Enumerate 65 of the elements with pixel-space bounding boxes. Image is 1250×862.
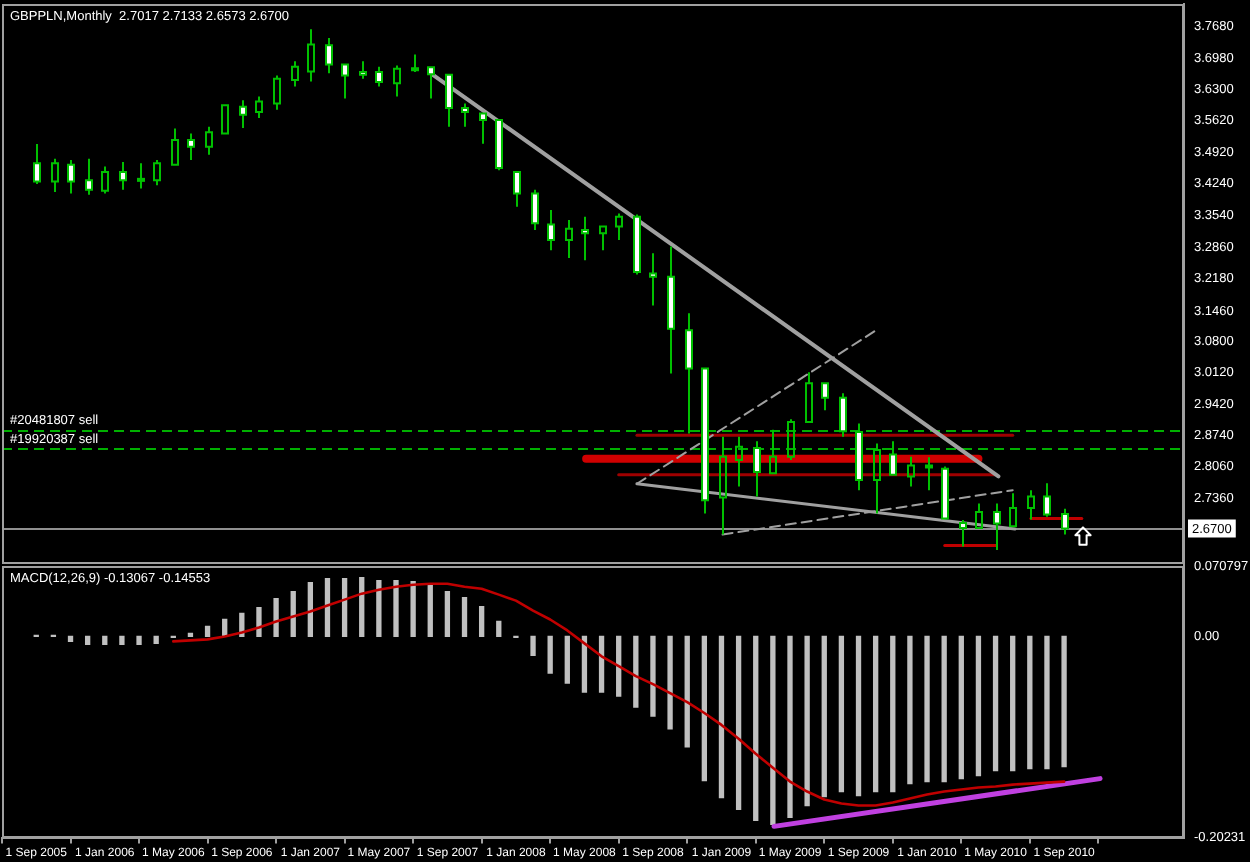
bar (684, 635, 690, 748)
candlestick (925, 456, 933, 492)
bar (787, 635, 793, 819)
bar (1010, 635, 1016, 772)
bar (890, 635, 896, 793)
bar (564, 635, 570, 684)
bar (616, 635, 622, 697)
bar (718, 635, 725, 799)
bar (633, 635, 639, 708)
candlestick (735, 435, 743, 488)
bar (359, 577, 365, 638)
bar (821, 635, 827, 798)
bar (907, 635, 913, 785)
candlestick (291, 60, 299, 88)
candlestick (719, 435, 727, 536)
bar (872, 635, 879, 793)
bar (393, 580, 399, 638)
bar (444, 591, 451, 638)
bar (701, 635, 708, 782)
bar (804, 635, 810, 807)
bar (992, 635, 999, 772)
bar (1027, 635, 1033, 770)
bar (478, 605, 485, 638)
bar (941, 635, 947, 783)
candlestick (221, 104, 229, 135)
bar (667, 635, 673, 730)
candlestick (393, 64, 401, 98)
bar (753, 635, 759, 822)
bar (735, 635, 742, 811)
bar (273, 597, 279, 638)
bar (547, 635, 553, 674)
candlestick (907, 455, 915, 488)
candlestick (975, 502, 983, 530)
bar (1044, 635, 1050, 770)
bar (461, 596, 468, 638)
bar (341, 578, 348, 638)
candlestick (565, 219, 573, 259)
candlestick (1009, 492, 1017, 528)
bar (770, 635, 776, 826)
bar (530, 635, 536, 656)
bar (958, 635, 964, 780)
bar (153, 635, 159, 645)
candlestick (137, 162, 145, 190)
candlestick (769, 428, 777, 475)
bar (67, 635, 74, 643)
bar (855, 635, 862, 797)
bar (838, 635, 845, 793)
bar (119, 635, 125, 646)
bar (256, 606, 262, 638)
bar (84, 635, 91, 646)
bar (410, 581, 416, 638)
candlestick (307, 28, 315, 83)
bar (975, 635, 982, 777)
candlestick (805, 371, 813, 424)
bar (136, 635, 142, 646)
bar (650, 635, 656, 717)
bar (376, 580, 382, 638)
bar (102, 635, 108, 646)
candlestick (873, 442, 881, 515)
candlestick (599, 225, 607, 252)
bar (427, 583, 433, 638)
bar (204, 625, 211, 638)
bar (924, 635, 930, 783)
bar (1061, 635, 1067, 768)
bar (496, 620, 502, 638)
